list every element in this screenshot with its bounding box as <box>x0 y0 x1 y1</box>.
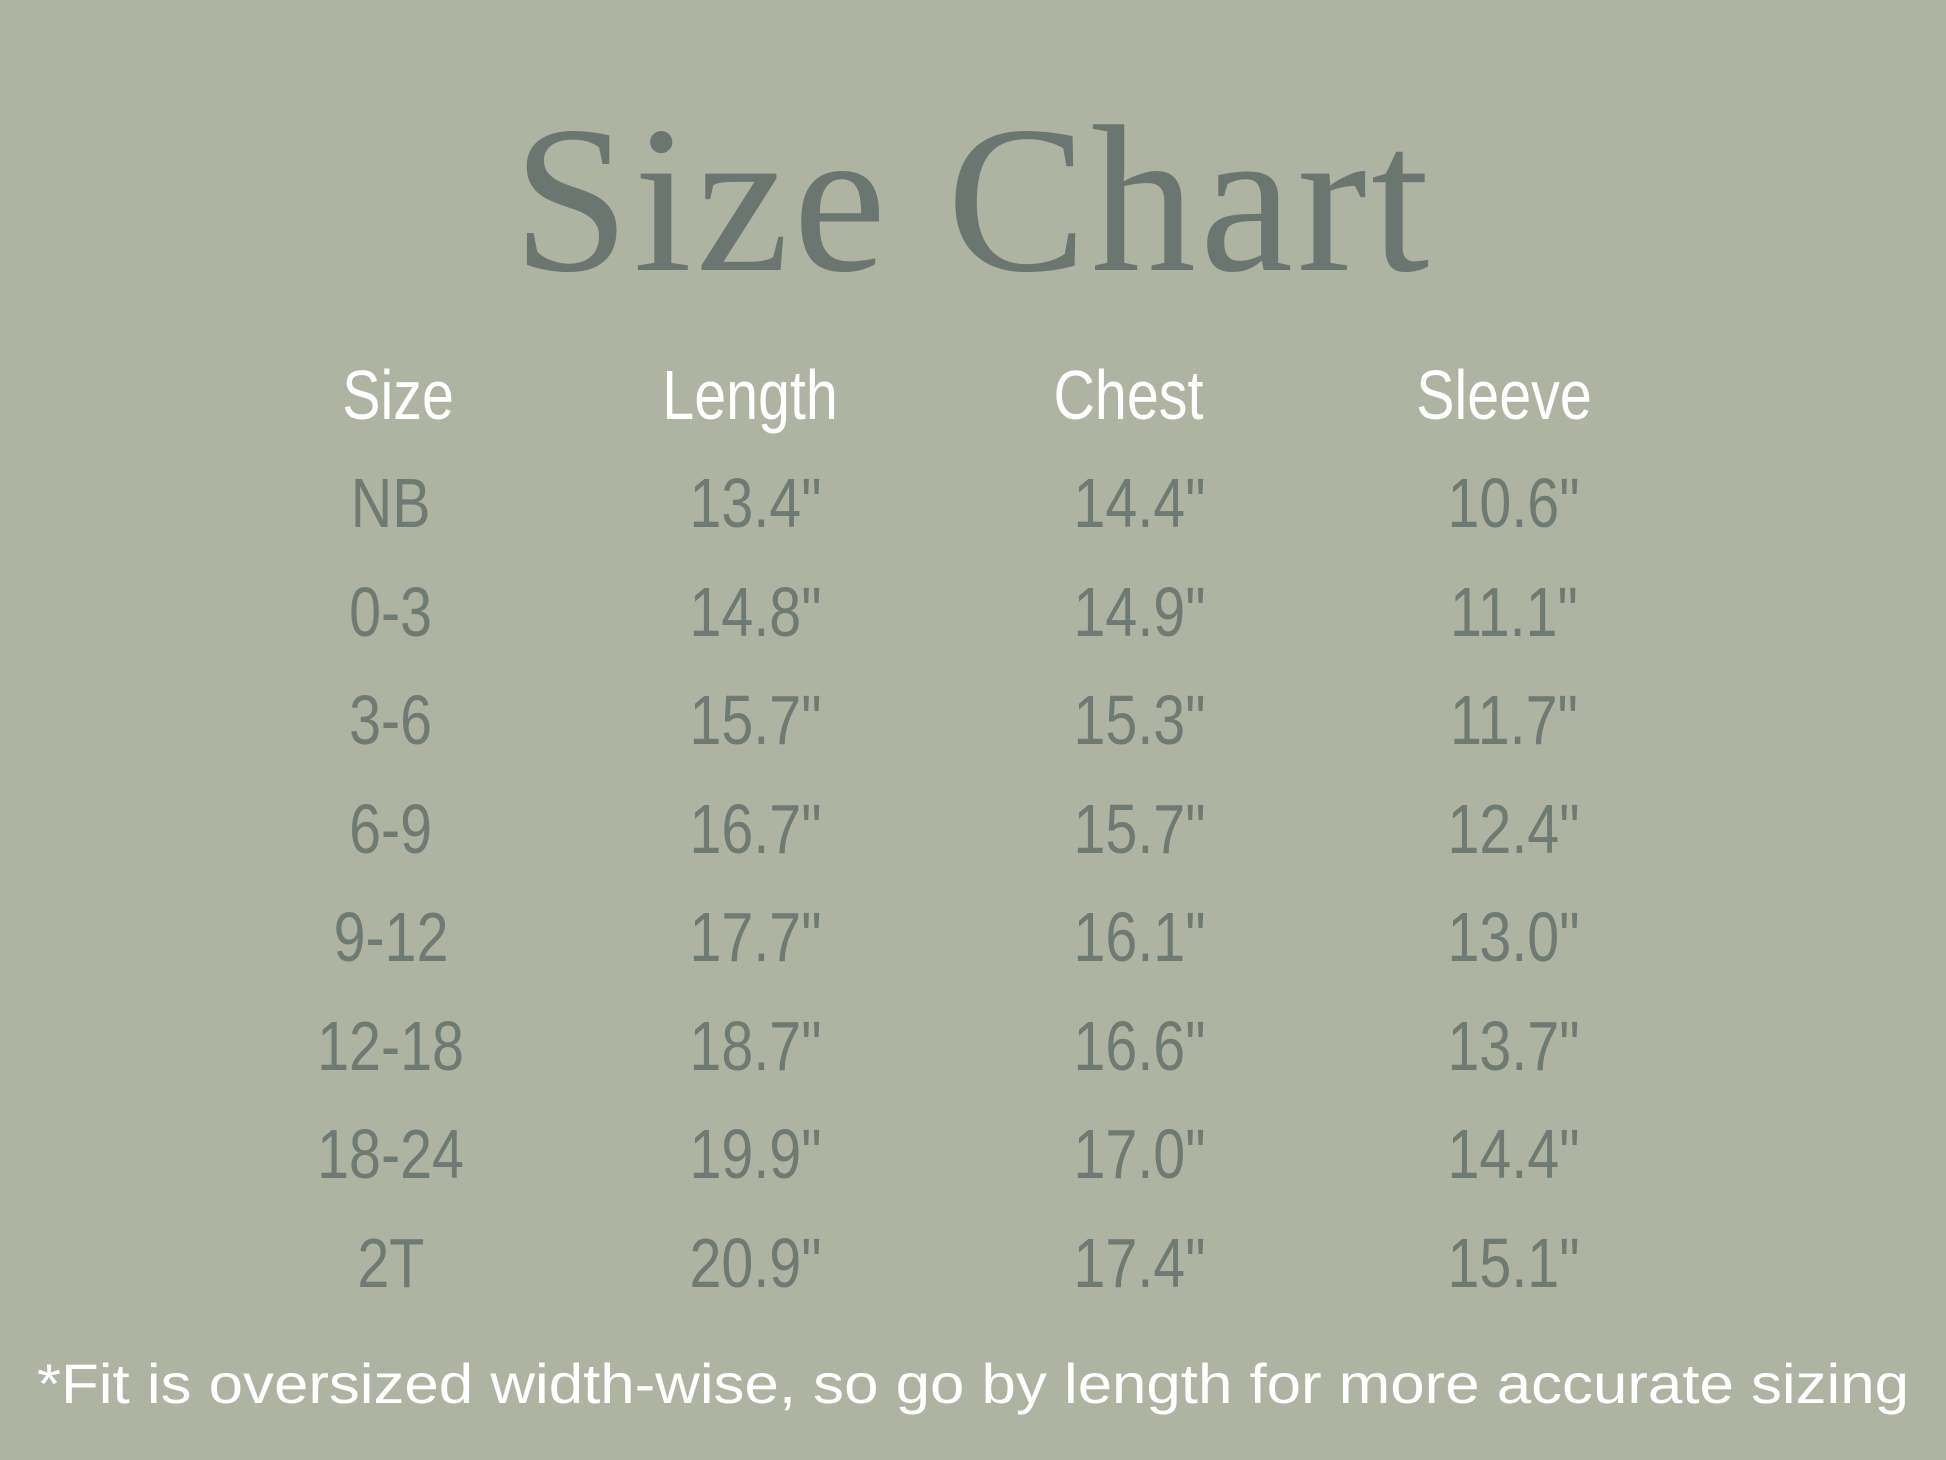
cell-value: 11.7" <box>1450 681 1578 759</box>
table-cell-length: 15.7" <box>606 685 906 755</box>
cell-value: 17.0" <box>1073 1115 1207 1193</box>
cell-value: 3-6 <box>349 681 433 759</box>
cell-value: 14.4" <box>1447 1115 1581 1193</box>
table-cell-size: 6-9 <box>241 794 541 864</box>
table-cell-length: 14.8" <box>606 577 906 647</box>
cell-value: 12-18 <box>317 1006 465 1085</box>
table-cell-chest: 15.3" <box>990 685 1290 755</box>
column-header-label: Chest <box>1053 356 1203 434</box>
table-cell-size: 18-24 <box>241 1119 541 1189</box>
cell-value: 12.4" <box>1447 789 1581 868</box>
table-cell-sleeve: 13.7" <box>1364 1011 1664 1081</box>
table-cell-sleeve: 13.0" <box>1364 902 1664 972</box>
table-cell-length: 19.9" <box>606 1119 906 1189</box>
cell-value: 15.1" <box>1447 1223 1581 1302</box>
page-title: Size Chart <box>512 84 1434 316</box>
table-cell-size: 12-18 <box>241 1011 541 1081</box>
cell-value: 13.0" <box>1447 898 1581 976</box>
cell-value: 16.6" <box>1073 1006 1207 1085</box>
cell-value: 9-12 <box>333 898 449 976</box>
table-cell-length: 16.7" <box>606 794 906 864</box>
cell-value: 6-9 <box>349 789 433 868</box>
table-cell-length: 20.9" <box>606 1228 906 1298</box>
cell-value: 14.8" <box>689 572 823 651</box>
column-header-sleeve: Sleeve <box>1354 360 1654 430</box>
table-cell-size: NB <box>241 468 541 538</box>
cell-value: 18.7" <box>689 1006 823 1085</box>
cell-value: 16.1" <box>1073 898 1207 976</box>
cell-value: 17.4" <box>1073 1223 1207 1302</box>
cell-value: NB <box>351 464 431 542</box>
table-cell-sleeve: 14.4" <box>1364 1119 1664 1189</box>
table-cell-chest: 14.4" <box>990 468 1290 538</box>
cell-value: 14.4" <box>1073 464 1207 542</box>
cell-value: 19.9" <box>689 1115 823 1193</box>
cell-value: 13.4" <box>689 464 823 542</box>
table-cell-size: 3-6 <box>241 685 541 755</box>
cell-value: 0-3 <box>349 572 433 651</box>
cell-value: 15.7" <box>1073 789 1207 868</box>
table-cell-length: 17.7" <box>606 902 906 972</box>
table-cell-sleeve: 11.7" <box>1364 685 1664 755</box>
table-cell-chest: 16.1" <box>990 902 1290 972</box>
table-cell-sleeve: 15.1" <box>1364 1228 1664 1298</box>
table-cell-length: 18.7" <box>606 1011 906 1081</box>
column-header-length: Length <box>600 360 900 430</box>
table-cell-sleeve: 10.6" <box>1364 468 1664 538</box>
cell-value: 11.1" <box>1450 572 1578 651</box>
table-cell-length: 13.4" <box>606 468 906 538</box>
table-cell-chest: 17.0" <box>990 1119 1290 1189</box>
column-header-label: Size <box>342 356 454 434</box>
cell-value: 2T <box>357 1223 425 1302</box>
table-cell-chest: 17.4" <box>990 1228 1290 1298</box>
table-cell-chest: 16.6" <box>990 1011 1290 1081</box>
cell-value: 18-24 <box>317 1115 465 1193</box>
cell-value: 17.7" <box>689 898 823 976</box>
column-header-size: Size <box>248 360 548 430</box>
column-header-label: Length <box>662 356 838 434</box>
cell-value: 14.9" <box>1073 572 1207 651</box>
table-cell-size: 9-12 <box>241 902 541 972</box>
cell-value: 15.7" <box>689 681 823 759</box>
table-cell-size: 0-3 <box>241 577 541 647</box>
table-cell-sleeve: 11.1" <box>1364 577 1664 647</box>
cell-value: 15.3" <box>1073 681 1207 759</box>
column-header-chest: Chest <box>978 360 1278 430</box>
table-cell-chest: 15.7" <box>990 794 1290 864</box>
cell-value: 13.7" <box>1447 1006 1581 1085</box>
footnote: *Fit is oversized width-wise, so go by l… <box>37 1352 1909 1415</box>
cell-value: 20.9" <box>689 1223 823 1302</box>
cell-value: 10.6" <box>1447 464 1581 542</box>
table-cell-sleeve: 12.4" <box>1364 794 1664 864</box>
table-cell-chest: 14.9" <box>990 577 1290 647</box>
cell-value: 16.7" <box>689 789 823 868</box>
column-header-label: Sleeve <box>1416 356 1592 434</box>
table-cell-size: 2T <box>241 1228 541 1298</box>
